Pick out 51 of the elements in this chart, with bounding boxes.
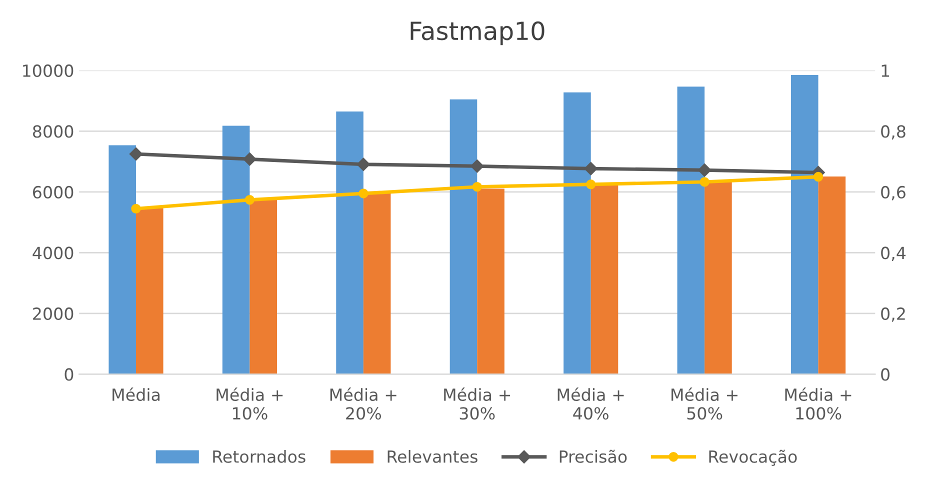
- y2-tick-label: 0,8: [881, 125, 906, 140]
- bar: [363, 192, 391, 374]
- legend-label: Retornados: [213, 450, 306, 463]
- bar: [250, 200, 277, 374]
- x-tick-label: Média + 40%: [558, 387, 624, 420]
- y-tick-label: 0: [64, 368, 74, 381]
- legend-label: Precisão: [560, 450, 627, 463]
- bar: [136, 208, 164, 374]
- point: [700, 177, 710, 187]
- bar: [818, 176, 846, 374]
- point: [470, 160, 484, 173]
- point: [472, 182, 482, 192]
- y2-tick-label: 0,4: [881, 246, 906, 261]
- x-tick-label: Média + 30%: [444, 387, 510, 420]
- point: [813, 172, 824, 182]
- bar: [704, 182, 732, 374]
- y-tick-label: 2000: [33, 307, 74, 320]
- point: [131, 204, 141, 214]
- bar: [222, 126, 250, 374]
- y-tick-label: 8000: [32, 125, 74, 138]
- bar: [790, 75, 818, 374]
- bar: [336, 111, 364, 374]
- x-tick-label: Média: [112, 387, 160, 402]
- y2-tick-label: 0,6: [881, 186, 906, 200]
- point: [129, 147, 143, 161]
- x-tick-label: Média + 100%: [785, 387, 852, 420]
- bar: [677, 86, 705, 374]
- x-tick-label: Média + 20%: [330, 387, 396, 420]
- point: [586, 180, 596, 190]
- legend-label: Revocação: [709, 450, 797, 466]
- x-tick-label: Média + 10%: [216, 387, 283, 420]
- legend-label: Relevantes: [388, 450, 478, 463]
- point: [244, 195, 255, 205]
- x-tick-label: Média + 50%: [672, 387, 738, 420]
- point: [584, 162, 598, 176]
- bar: [564, 92, 591, 374]
- y-tick-label: 4000: [32, 246, 74, 260]
- y2-tick-label: 1: [882, 64, 890, 77]
- point: [358, 188, 368, 198]
- y2-tick-label: 0: [881, 368, 890, 381]
- y-tick-label: 6000: [33, 186, 74, 199]
- point: [356, 158, 370, 171]
- y2-tick-label: 0,2: [881, 307, 905, 322]
- chart-title: Fastmap10: [410, 21, 544, 46]
- bar: [590, 185, 618, 374]
- bar: [477, 188, 504, 374]
- bar: [450, 99, 478, 374]
- point: [243, 152, 256, 166]
- bar: [108, 145, 136, 374]
- y-tick-label: 10000: [23, 64, 74, 78]
- point: [698, 164, 712, 177]
